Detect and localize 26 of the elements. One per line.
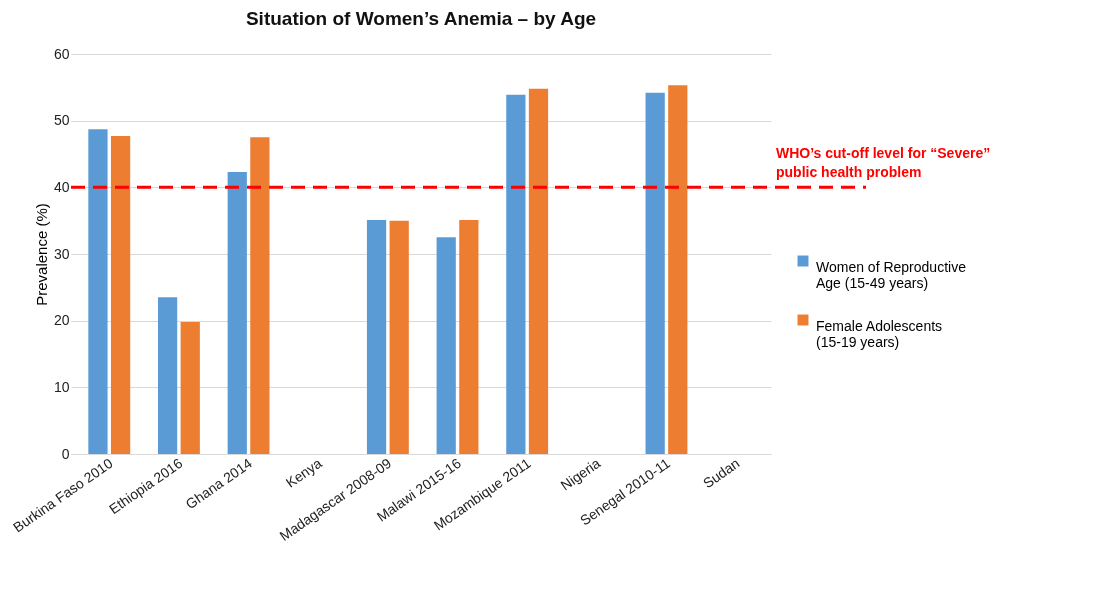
legend-label: Female Adolescents (15-19 years) xyxy=(816,318,943,350)
bar xyxy=(180,322,200,454)
y-tick-label: 0 xyxy=(61,445,70,462)
y-tick-label: 30 xyxy=(53,245,70,262)
bar xyxy=(436,237,456,454)
bar xyxy=(110,136,131,454)
bar xyxy=(645,92,665,454)
bar xyxy=(366,220,387,454)
y-tick-label: 60 xyxy=(53,45,70,62)
bar xyxy=(389,220,409,454)
y-tick-label: 10 xyxy=(53,378,70,395)
y-tick-label: 20 xyxy=(53,312,70,329)
bar xyxy=(506,94,526,454)
bar xyxy=(668,85,688,454)
y-axis-title: Prevalence (%) xyxy=(32,203,50,306)
ref-line-label: WHO’s cut-off level for “Severe” public health problem xyxy=(776,145,991,181)
bar xyxy=(157,297,178,454)
y-tick-label: 40 xyxy=(53,178,70,195)
bar xyxy=(250,137,270,454)
bar xyxy=(528,88,549,454)
chart-title: Situation of Women’s Anemia – by Age xyxy=(245,8,597,29)
bar xyxy=(227,172,247,454)
legend-label: Women of Reproductive Age (15-49 years) xyxy=(816,259,967,291)
bar xyxy=(88,129,108,454)
bar xyxy=(459,220,479,454)
y-tick-label: 50 xyxy=(53,112,70,129)
